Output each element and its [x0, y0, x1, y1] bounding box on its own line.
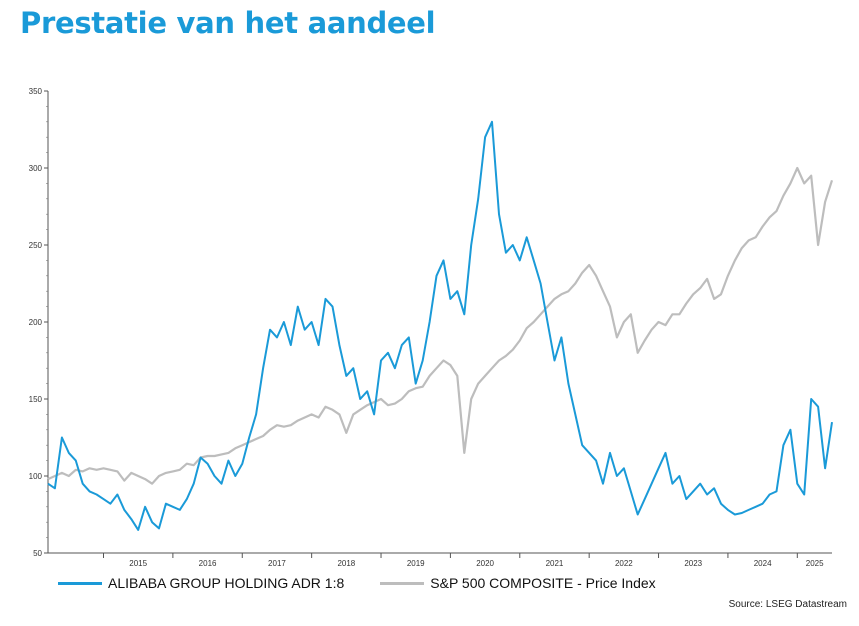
y-tick-label: 350: [29, 87, 43, 96]
x-tick-label: 2022: [615, 559, 633, 568]
source-note: Source: LSEG Datastream: [728, 599, 847, 610]
legend-swatch-alibaba: [58, 581, 102, 585]
y-tick-label: 250: [29, 241, 43, 250]
legend-label-sp500: S&P 500 COMPOSITE - Price Index: [430, 575, 656, 591]
page-title: Prestatie van het aandeel: [20, 6, 436, 40]
legend-swatch-sp500: [380, 581, 425, 585]
y-tick-label: 150: [29, 395, 43, 404]
y-tick-label: 100: [29, 472, 43, 481]
chart-series: [47, 120, 834, 531]
x-tick-label: 2021: [546, 559, 564, 568]
legend-item-alibaba: ALIBABA GROUP HOLDING ADR 1:8: [58, 575, 344, 591]
x-tick-label: 2023: [684, 559, 702, 568]
x-tick-label: 2019: [407, 559, 425, 568]
legend-label-alibaba: ALIBABA GROUP HOLDING ADR 1:8: [108, 575, 345, 591]
chart-legend: ALIBABA GROUP HOLDING ADR 1:8 S&P 500 CO…: [58, 575, 692, 591]
chart-axes: 50 100 150 200 250 300 350 2015 2016 2017 2018 2019…: [29, 87, 832, 568]
y-tick-label: 200: [29, 318, 43, 327]
series-line-alibaba: [47, 120, 833, 531]
x-tick-label: 2016: [199, 559, 217, 568]
series-line-sp500: [47, 166, 834, 485]
x-tick-label: 2024: [754, 559, 772, 568]
x-tick-label: 2017: [268, 559, 286, 568]
x-tick-label: 2025: [806, 559, 824, 568]
x-tick-label: 2020: [476, 559, 494, 568]
legend-item-sp500: S&P 500 COMPOSITE - Price Index: [380, 575, 656, 591]
x-tick-label: 2015: [129, 559, 147, 568]
y-tick-label: 300: [29, 164, 43, 173]
x-tick-label: 2018: [337, 559, 355, 568]
y-tick-label: 50: [33, 549, 42, 558]
